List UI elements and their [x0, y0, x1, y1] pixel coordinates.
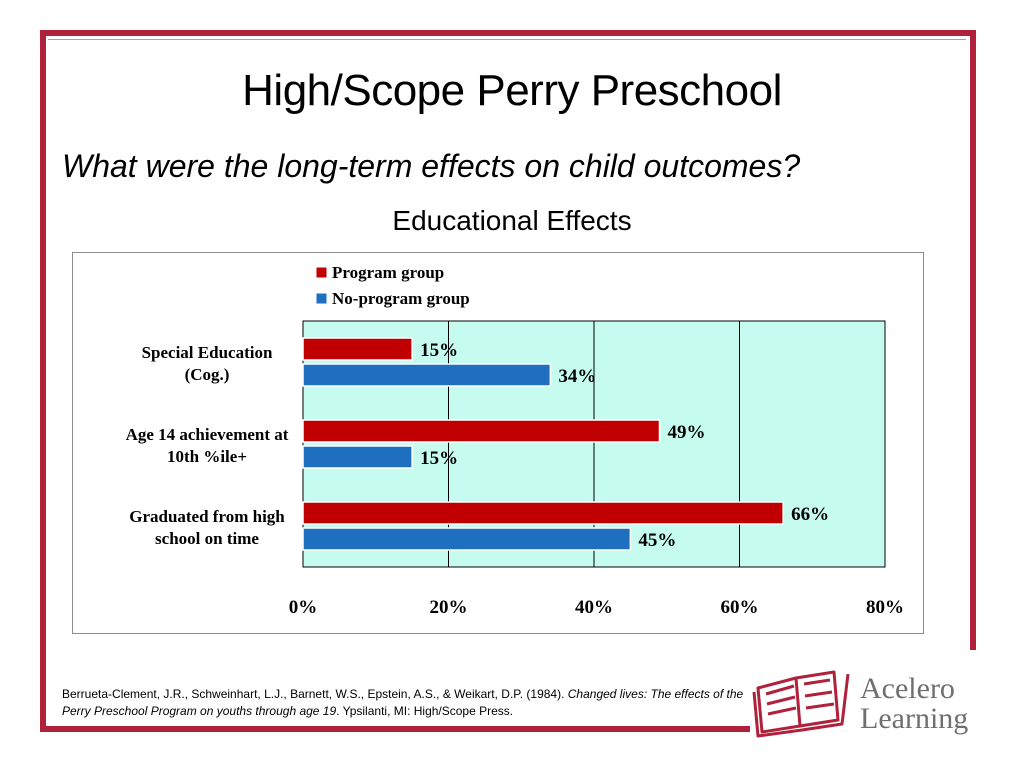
- slide-frame-bottom: [40, 726, 750, 732]
- legend-label-1: No-program group: [332, 289, 470, 308]
- citation-title: Changed lives: The effects of the Perry …: [62, 687, 744, 718]
- bar-program-2: [302, 501, 784, 525]
- legend-swatch-0: [315, 266, 328, 279]
- category-label-1-line-1: 10th %ile+: [167, 447, 247, 466]
- category-label-0-line-0: Special Education: [142, 343, 273, 362]
- slide-frame-left: [40, 30, 46, 732]
- bar-chart: 0% 20% 40% 60% 80% 15% 34% Special Education (Co…: [126, 263, 904, 618]
- citation-publisher: . Ypsilanti, MI: High/Scope Press.: [336, 704, 514, 718]
- category-label-0-line-1: (Cog.): [185, 365, 230, 384]
- bar-program-0: [302, 337, 413, 361]
- category-label-1-line-0: Age 14 achievement at: [126, 425, 289, 444]
- legend-label-0: Program group: [332, 263, 444, 282]
- x-tick-label-3: 60%: [721, 597, 759, 618]
- data-label-program-0: 15%: [420, 340, 458, 361]
- acelero-logo: Acelero Learning: [752, 660, 1002, 740]
- bar-no-program-0: [302, 363, 552, 387]
- slide-subtitle: What were the long-term effects on child…: [62, 148, 801, 184]
- logo-text-line2: Learning: [860, 702, 969, 735]
- logo-text-line1: Acelero: [860, 672, 955, 705]
- legend-swatch-1: [315, 292, 328, 305]
- category-label-2-line-0: Graduated from high: [129, 507, 285, 526]
- x-tick-label-0: 0%: [289, 597, 318, 618]
- x-tick-label-2: 40%: [575, 597, 613, 618]
- bar-program-1: [302, 419, 661, 443]
- chart-container: 0% 20% 40% 60% 80% 15% 34% Special Education (Co…: [72, 252, 924, 634]
- slide-frame-right: [970, 30, 976, 650]
- data-label-no-program-0: 34%: [558, 366, 596, 387]
- citation: Berrueta-Clement, J.R., Schweinhart, L.J…: [62, 686, 752, 720]
- bar-no-program-2: [302, 527, 632, 551]
- data-label-program-2: 66%: [791, 504, 829, 525]
- data-label-no-program-1: 15%: [420, 448, 458, 469]
- chart-section-title: Educational Effects: [392, 205, 632, 236]
- data-label-program-1: 49%: [667, 422, 705, 443]
- citation-authors: Berrueta-Clement, J.R., Schweinhart, L.J…: [62, 687, 568, 701]
- slide-frame-top: [40, 30, 976, 36]
- bar-no-program-1: [302, 445, 413, 469]
- category-label-2-line-1: school on time: [155, 529, 259, 548]
- slide-frame-inner-line: [48, 39, 966, 40]
- slide-title: High/Scope Perry Preschool: [242, 66, 782, 115]
- open-book-icon: [752, 670, 850, 738]
- x-tick-label-4: 80%: [866, 597, 904, 618]
- x-tick-label-1: 20%: [430, 597, 468, 618]
- data-label-no-program-2: 45%: [638, 530, 676, 551]
